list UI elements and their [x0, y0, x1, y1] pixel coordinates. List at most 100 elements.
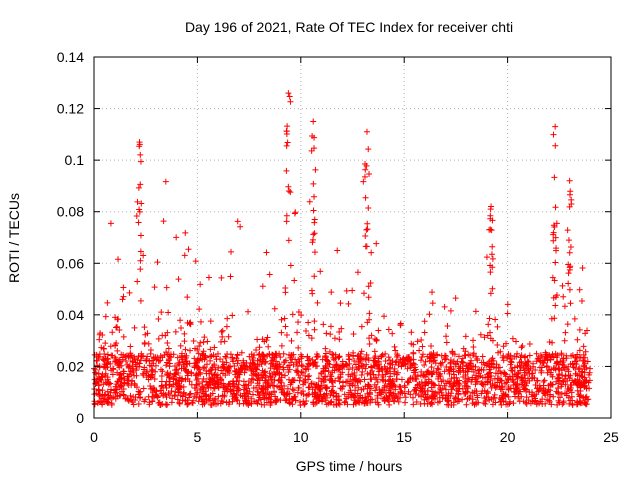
- data-point: [563, 392, 570, 399]
- data-point: [137, 151, 144, 158]
- data-point: [172, 328, 179, 335]
- data-point: [540, 385, 547, 392]
- data-point: [370, 357, 377, 364]
- data-point: [114, 316, 121, 323]
- data-point: [284, 385, 291, 392]
- data-point: [497, 348, 504, 355]
- data-point: [510, 400, 517, 407]
- data-point: [548, 315, 555, 322]
- data-point: [124, 361, 131, 368]
- data-point: [243, 359, 250, 366]
- data-point: [188, 370, 195, 377]
- data-point: [158, 309, 165, 316]
- data-point: [295, 384, 302, 391]
- data-point: [549, 274, 556, 281]
- data-point: [178, 356, 185, 363]
- data-point: [283, 167, 290, 174]
- data-point: [484, 388, 491, 395]
- data-point: [246, 400, 253, 407]
- data-point: [530, 363, 537, 370]
- data-point: [391, 382, 398, 389]
- data-point: [336, 336, 343, 343]
- data-point: [322, 377, 329, 384]
- data-point: [488, 251, 495, 258]
- data-point: [300, 391, 307, 398]
- data-point: [177, 392, 184, 399]
- data-point: [200, 339, 207, 346]
- data-point: [566, 286, 573, 293]
- data-point: [345, 356, 352, 363]
- data-point: [392, 347, 399, 354]
- data-point: [413, 376, 420, 383]
- data-point: [273, 364, 280, 371]
- data-point: [365, 283, 372, 290]
- data-point: [193, 381, 200, 388]
- data-point: [240, 357, 247, 364]
- data-point: [259, 283, 266, 290]
- data-point: [259, 375, 266, 382]
- data-point: [154, 393, 161, 400]
- data-point: [355, 394, 362, 401]
- data-point: [506, 400, 513, 407]
- data-point: [450, 381, 457, 388]
- data-point: [350, 331, 357, 338]
- data-point: [334, 247, 341, 254]
- data-point: [286, 187, 293, 194]
- data-point: [233, 367, 240, 374]
- data-point: [392, 359, 399, 366]
- data-point: [265, 395, 272, 402]
- data-point: [540, 378, 547, 385]
- data-point: [113, 386, 120, 393]
- data-point: [235, 385, 242, 392]
- data-point: [120, 392, 127, 399]
- data-point: [93, 351, 100, 358]
- data-point: [419, 354, 426, 361]
- data-point: [576, 365, 583, 372]
- data-point: [491, 375, 498, 382]
- data-point: [502, 393, 509, 400]
- data-point: [490, 363, 497, 370]
- data-point: [359, 368, 366, 375]
- data-point: [519, 343, 526, 350]
- data-point: [583, 385, 590, 392]
- data-point: [565, 270, 572, 277]
- data-point: [354, 353, 361, 360]
- data-point: [473, 378, 480, 385]
- data-point: [428, 351, 435, 358]
- data-point: [246, 353, 253, 360]
- data-point: [428, 384, 435, 391]
- data-point: [154, 259, 161, 266]
- data-point: [311, 230, 318, 237]
- data-point: [580, 395, 587, 402]
- data-point: [464, 396, 471, 403]
- data-point: [308, 147, 315, 154]
- data-point: [157, 366, 164, 373]
- data-point: [128, 352, 135, 359]
- data-point: [155, 335, 162, 342]
- data-point: [443, 333, 450, 340]
- data-point: [104, 351, 111, 358]
- data-point: [496, 368, 503, 375]
- data-point: [569, 400, 576, 407]
- data-point: [108, 386, 115, 393]
- data-point: [566, 177, 573, 184]
- data-point: [345, 371, 352, 378]
- data-point: [390, 397, 397, 404]
- data-point: [330, 383, 337, 390]
- data-point: [492, 316, 499, 323]
- data-point: [522, 386, 529, 393]
- data-point: [564, 385, 571, 392]
- data-point: [163, 394, 170, 401]
- data-point: [313, 353, 320, 360]
- data-point: [411, 367, 418, 374]
- data-point: [487, 377, 494, 384]
- data-point: [328, 377, 335, 384]
- data-point: [410, 401, 417, 408]
- data-point: [570, 379, 577, 386]
- data-point: [583, 364, 590, 371]
- data-point: [533, 358, 540, 365]
- data-point: [473, 399, 480, 406]
- data-point: [184, 319, 191, 326]
- data-point: [165, 309, 172, 316]
- data-point: [505, 393, 512, 400]
